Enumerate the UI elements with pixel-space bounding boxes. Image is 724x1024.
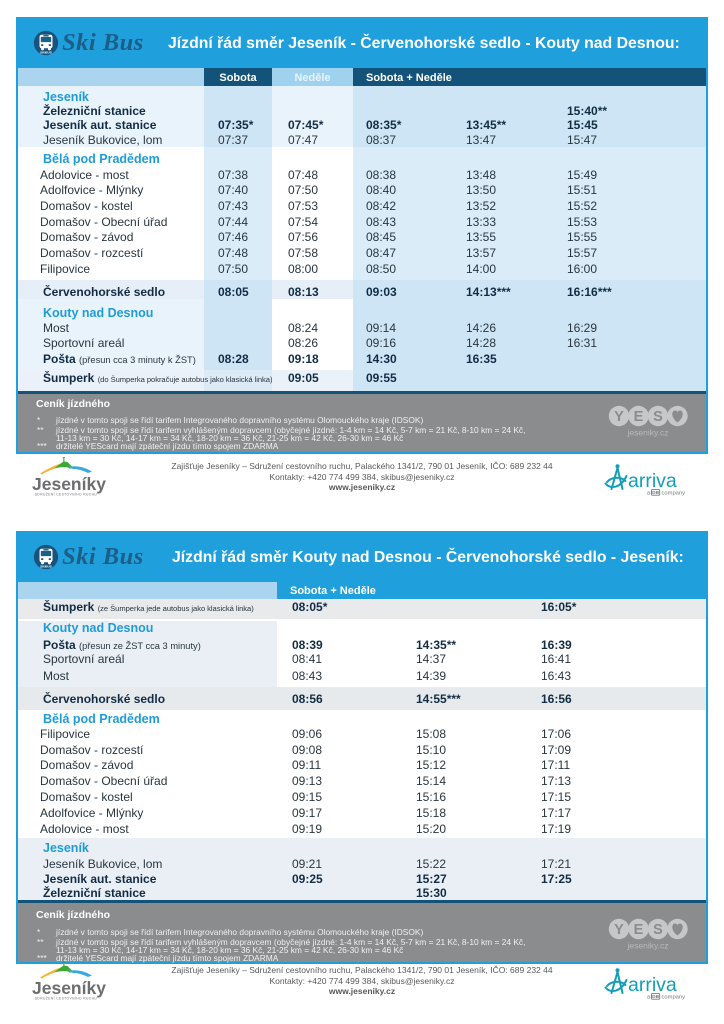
svg-text:Y: Y: [614, 922, 624, 938]
svg-text:S: S: [653, 922, 663, 938]
svg-text:Jeseníky: Jeseníky: [32, 474, 106, 494]
svg-text:jeseniky.cz: jeseniky.cz: [627, 941, 669, 951]
svg-text:E: E: [634, 922, 644, 938]
svg-text:company: company: [662, 995, 686, 1001]
svg-text:a: a: [647, 995, 651, 1001]
svg-text:arriva: arriva: [628, 974, 677, 996]
svg-text:a: a: [647, 491, 651, 497]
svg-text:SKIBUS: SKIBUS: [40, 51, 52, 55]
svg-text:DB: DB: [652, 490, 659, 496]
svg-text:S: S: [653, 409, 663, 425]
svg-text:jeseniky.cz: jeseniky.cz: [627, 428, 669, 438]
svg-text:company: company: [662, 491, 686, 497]
svg-text:arriva: arriva: [628, 470, 677, 492]
svg-text:E: E: [634, 409, 644, 425]
svg-text:SKIBUS: SKIBUS: [40, 565, 52, 569]
svg-text:Y: Y: [614, 409, 624, 425]
svg-text:DB: DB: [652, 994, 659, 1000]
svg-text:Jeseníky: Jeseníky: [32, 978, 106, 998]
svg-text:SDRUŽENÍ CESTOVNÍHO RUCHU: SDRUŽENÍ CESTOVNÍHO RUCHU: [35, 492, 98, 497]
svg-text:SDRUŽENÍ CESTOVNÍHO RUCHU: SDRUŽENÍ CESTOVNÍHO RUCHU: [35, 996, 98, 1001]
